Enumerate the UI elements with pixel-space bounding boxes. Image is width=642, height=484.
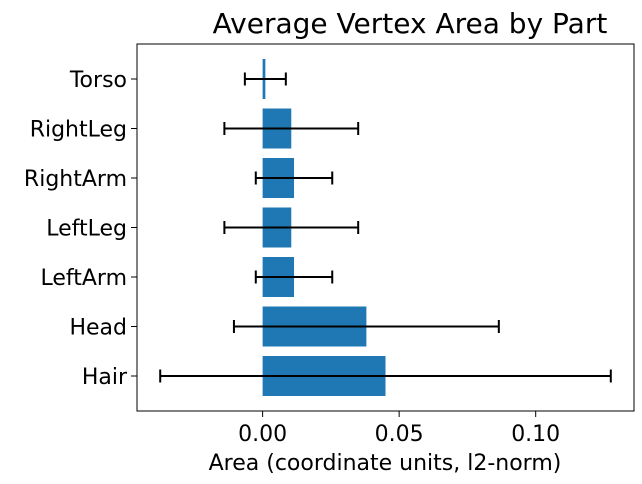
errorbar-torso	[243, 72, 287, 86]
y-tick-label-head: Head	[69, 316, 127, 341]
x-tick-label: 0.10	[511, 422, 560, 447]
x-tick-label: 0.00	[238, 422, 287, 447]
y-tick-label-rightarm: RightArm	[24, 167, 127, 192]
errorbar-leftleg	[223, 221, 360, 234]
x-tick-label: 0.05	[375, 422, 424, 447]
x-axis-label: Area (coordinate units, l2-norm)	[209, 451, 562, 476]
plot-area	[159, 59, 612, 396]
x-axis: 0.00 0.05 0.10	[238, 411, 560, 447]
errorbar-rightleg	[223, 122, 360, 135]
chart-title: Average Vertex Area by Part	[213, 7, 608, 40]
y-tick-label-hair: Hair	[82, 365, 128, 390]
errorbar-head	[232, 320, 500, 333]
y-tick-label-leftleg: LeftLeg	[46, 217, 127, 242]
errorbar-hair	[159, 369, 612, 383]
plot-frame	[136, 43, 635, 412]
y-axis: Hair Head LeftArm LeftLeg RightArm RightLeg To…	[24, 68, 137, 390]
y-tick-label-torso: Torso	[69, 68, 127, 93]
errorbar-leftarm	[254, 270, 334, 284]
errorbar-rightarm	[254, 171, 334, 185]
y-tick-label-rightleg: RightLeg	[30, 118, 127, 143]
y-tick-label-leftarm: LeftArm	[40, 266, 127, 291]
